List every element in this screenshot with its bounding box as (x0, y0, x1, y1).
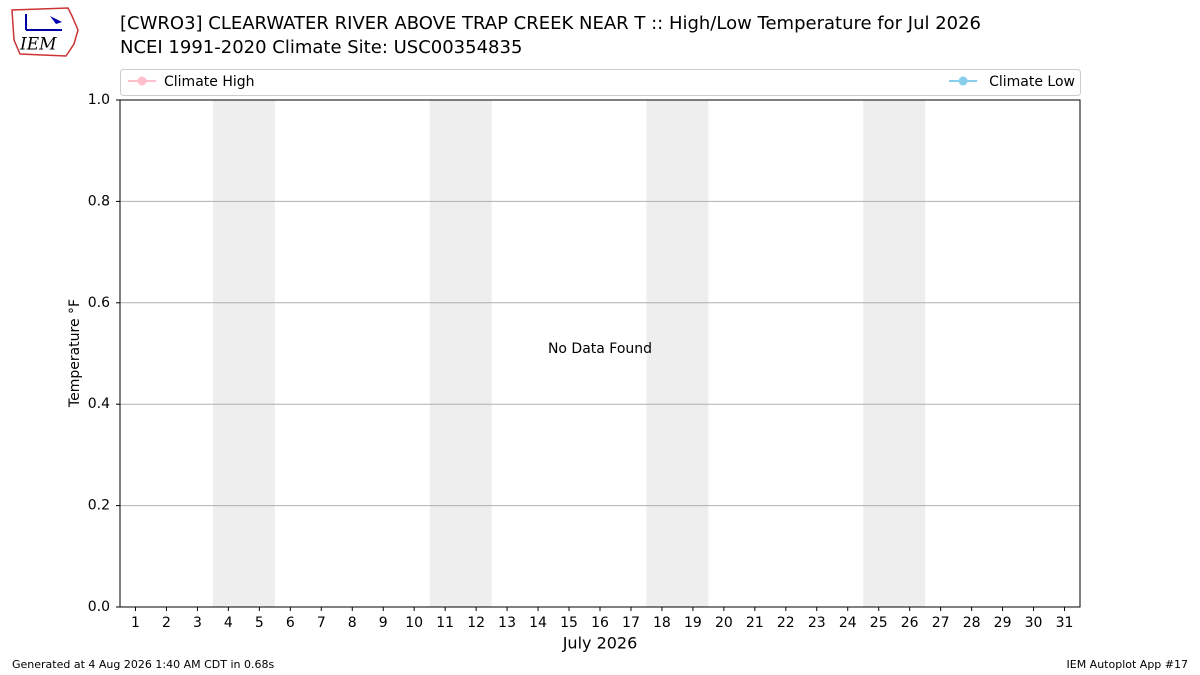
x-tick-label: 24 (839, 615, 857, 631)
y-tick-label: 0.0 (88, 599, 110, 615)
x-tick-label: 2 (162, 615, 171, 631)
x-tick-label: 4 (224, 615, 233, 631)
y-tick-label: 1.0 (88, 92, 110, 108)
x-tick-label: 8 (348, 615, 357, 631)
x-tick-label: 29 (994, 615, 1012, 631)
chart-subtitle: NCEI 1991-2020 Climate Site: USC00354835 (120, 37, 522, 58)
x-tick-label: 21 (746, 615, 764, 631)
y-tick-label: 0.6 (88, 295, 110, 311)
annotation: No Data Found (548, 341, 652, 357)
x-tick-label: 16 (591, 615, 609, 631)
x-tick-label: 10 (405, 615, 423, 631)
logo-vane (50, 16, 62, 24)
y-axis-label: Temperature °F (67, 299, 83, 408)
legend-box (120, 69, 1081, 96)
x-tick-label: 23 (808, 615, 826, 631)
x-tick-label: 30 (1025, 615, 1043, 631)
x-tick-label: 31 (1056, 615, 1074, 631)
x-tick-label: 13 (498, 615, 516, 631)
x-tick-label: 25 (870, 615, 888, 631)
weekend-band (646, 100, 709, 607)
x-tick-label: 26 (901, 615, 919, 631)
x-tick-label: 11 (436, 615, 454, 631)
legend-entry: Climate Low (949, 74, 1075, 90)
x-tick-label: 28 (963, 615, 981, 631)
x-tick-label: 6 (286, 615, 295, 631)
footer-left: Generated at 4 Aug 2026 1:40 AM CDT in 0… (12, 658, 274, 671)
x-tick-label: 15 (560, 615, 578, 631)
footer-right: IEM Autoplot App #17 (1067, 658, 1189, 671)
plot-frame (119, 99, 1081, 608)
x-tick-label: 22 (777, 615, 795, 631)
legend-label: Climate High (164, 74, 255, 90)
x-tick-label: 14 (529, 615, 547, 631)
x-tick-label: 18 (653, 615, 671, 631)
logo-text: IEM (19, 35, 57, 55)
legend-entry: Climate High (128, 74, 255, 90)
x-tick-label: 5 (255, 615, 264, 631)
weekend-band (429, 100, 492, 607)
x-tick-label: 7 (317, 615, 326, 631)
legend-label: Climate Low (989, 74, 1075, 90)
x-tick-label: 9 (379, 615, 388, 631)
x-tick-label: 3 (193, 615, 202, 631)
legend-marker (137, 76, 147, 86)
x-tick-label: 20 (715, 615, 733, 631)
x-tick-label: 19 (684, 615, 702, 631)
weekend-band (212, 100, 275, 607)
logo-outline (11, 7, 79, 57)
x-tick-label: 27 (932, 615, 950, 631)
chart-title: [CWRO3] CLEARWATER RIVER ABOVE TRAP CREE… (120, 13, 981, 34)
x-axis-label: July 2026 (562, 634, 638, 653)
y-tick-label: 0.8 (88, 193, 110, 209)
x-tick-label: 1 (131, 615, 140, 631)
x-tick-label: 17 (622, 615, 640, 631)
weekend-band (863, 100, 926, 607)
plot-background (212, 100, 926, 607)
logo: IEM (11, 7, 79, 57)
y-tick-label: 0.2 (88, 498, 110, 514)
legend-marker (958, 76, 968, 86)
x-tick-label: 12 (467, 615, 485, 631)
y-tick-label: 0.4 (88, 396, 110, 412)
